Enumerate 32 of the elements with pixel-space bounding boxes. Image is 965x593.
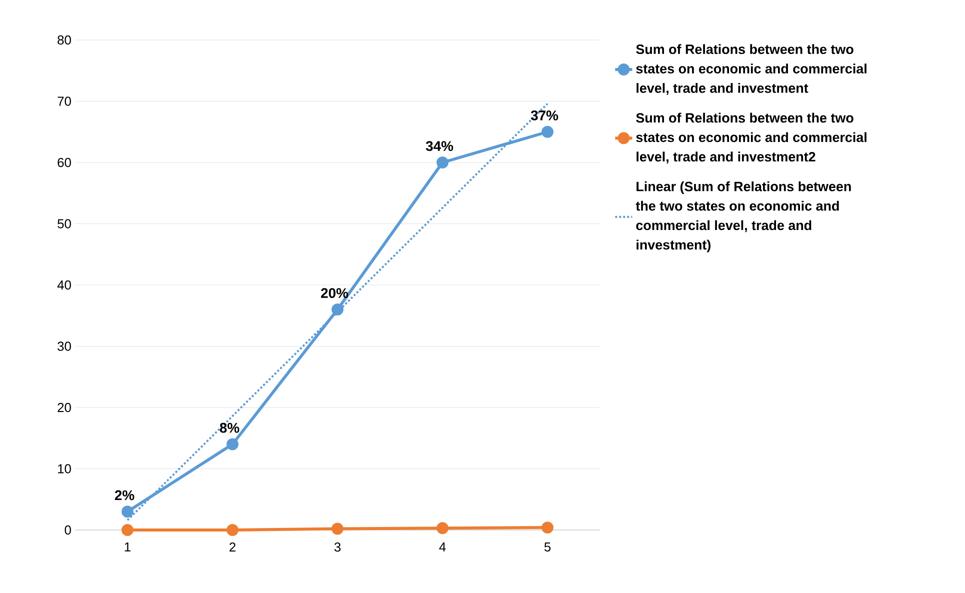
point: [436, 156, 448, 168]
legend-label: Sum of Relations between the two states on economic and commercial level, trade and investment2: [636, 112, 866, 164]
annotation: 34%: [426, 141, 454, 152]
point: [332, 304, 344, 316]
y-tick-label: 10: [58, 464, 71, 474]
annotation: 20%: [321, 288, 348, 298]
annotation: 37%: [530, 110, 558, 120]
y-tick-label: 50: [58, 219, 71, 228]
point: [542, 126, 554, 138]
y-tick-label: 60: [58, 158, 71, 168]
point: [436, 522, 448, 534]
x-tick-label: 5: [544, 542, 551, 552]
x-tick-label: 4: [439, 542, 446, 552]
y-tick-label: 70: [58, 96, 71, 106]
legend-label: Linear (Sum of Relations between the two states on economic and commercial level, trade and investment): [636, 181, 851, 252]
point: [122, 506, 134, 518]
y-tick-label: 80: [58, 35, 71, 45]
legend-label: Sum of Relations between the two states on economic and commercial level, trade and investment: [636, 44, 866, 95]
point: [542, 522, 554, 534]
y-tick-label: 20: [58, 402, 71, 412]
annotation: 8%: [220, 422, 240, 433]
y-tick-label: 30: [58, 342, 71, 351]
x-tick-label: 3: [334, 542, 341, 552]
x-tick-label: 2: [230, 542, 236, 552]
point: [226, 524, 238, 536]
x-tick-label: 1: [124, 542, 130, 552]
point: [226, 438, 238, 450]
point: [332, 522, 344, 535]
y-tick-label: 40: [57, 280, 71, 290]
point: [122, 524, 134, 536]
annotation: 2%: [114, 490, 134, 500]
y-tick-label: 0: [64, 525, 71, 535]
